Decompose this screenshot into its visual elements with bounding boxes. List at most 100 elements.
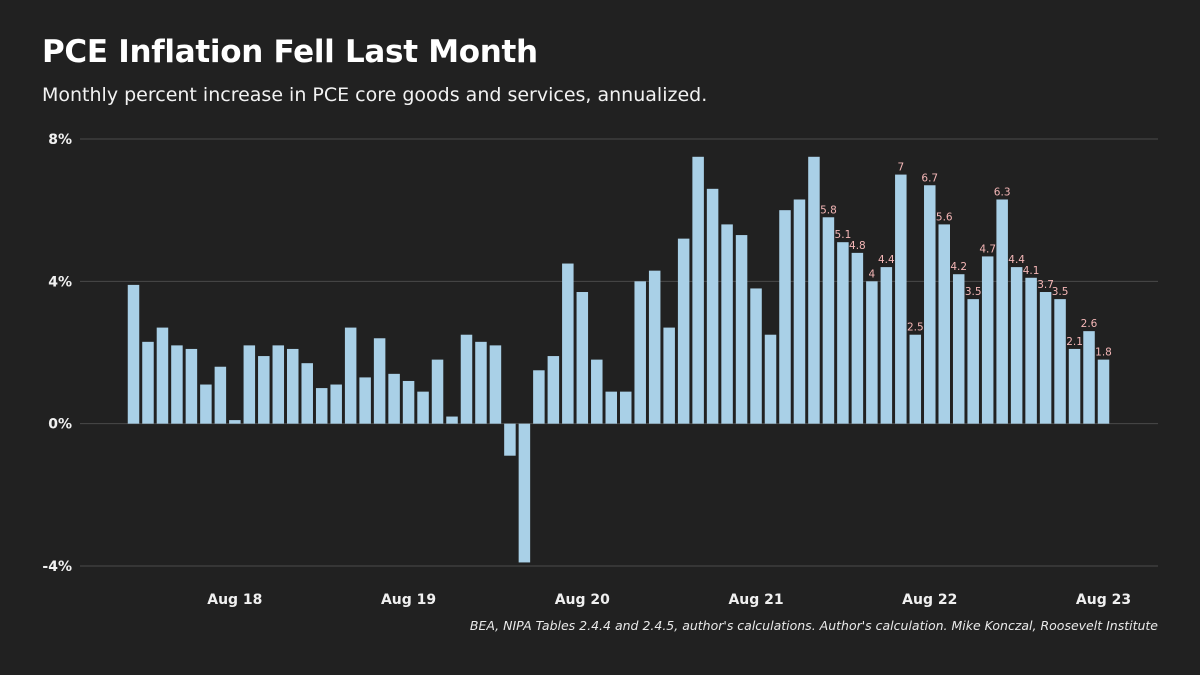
bar-nov-20 [619,391,632,424]
bar-feb-22 [837,242,849,424]
bar-sep-20 [591,359,603,424]
bar-aug-23 [1097,359,1110,424]
bar-feb-21 [663,327,675,424]
bar-apr-20 [518,423,531,563]
bar-apr-23 [1039,292,1052,424]
bar-jan-20 [475,341,487,424]
bar-mar-21 [677,238,690,424]
data-labels: 5.85.14.844.472.56.75.64.23.54.76.34.44.… [820,162,1112,359]
bar-apr-22 [866,281,878,424]
bar-apr-18 [171,345,183,424]
data-label: 3.7 [1037,279,1054,291]
bar-feb-19 [315,388,328,424]
bar-nov-18 [272,345,285,424]
data-label: 4.7 [979,243,996,255]
y-tick-label: -4% [42,559,72,575]
y-tick-label: 4% [48,274,72,290]
bar-jul-20 [562,263,574,424]
bar-jun-21 [721,224,733,424]
bar-feb-20 [489,345,502,424]
bar-jun-19 [373,338,386,424]
bar-apr-19 [344,327,357,424]
x-tick-label: Aug 19 [381,592,436,608]
bar-mar-23 [1025,277,1037,424]
source-note: BEA, NIPA Tables 2.4.4 and 2.4.5, author… [469,618,1158,633]
data-label: 7 [897,162,904,174]
bar-jan-21 [648,270,661,424]
data-label: 4.4 [1008,254,1025,266]
bar-oct-19 [431,359,444,424]
data-label: 6.3 [994,186,1011,198]
data-label: 4.8 [849,240,866,252]
bar-jul-19 [388,373,400,424]
bar-jun-20 [547,356,560,424]
bar-jul-21 [735,235,748,424]
data-label: 4.1 [1023,265,1040,277]
bar-dec-20 [634,281,646,424]
bar-aug-18 [229,420,241,424]
bar-sep-18 [243,345,256,424]
data-label: 5.1 [835,229,852,241]
chart-title: PCE Inflation Fell Last Month [42,34,538,70]
bar-may-20 [533,370,545,424]
data-label: 6.7 [921,172,938,184]
data-label: 2.6 [1081,318,1098,330]
bar-dec-21 [808,156,820,424]
data-label: 1.8 [1095,347,1112,359]
data-label: 4 [869,268,876,280]
bar-feb-23 [1010,267,1023,424]
bar-mar-20 [504,423,516,456]
bar-jan-23 [996,199,1008,424]
bar-sep-21 [764,334,777,424]
bar-dec-18 [287,348,299,424]
bar-aug-22 [924,185,936,424]
bar-may-22 [880,267,893,424]
y-tick-label: 0% [48,417,72,433]
bar-mar-18 [156,327,169,424]
x-tick-label: Aug 18 [207,592,262,608]
bar-jul-22 [909,334,922,424]
data-label: 4.4 [878,254,895,266]
data-label: 3.5 [1052,286,1069,298]
bar-may-19 [359,377,371,424]
y-tick-label: 8% [48,132,72,148]
bar-feb-18 [142,341,154,424]
bar-jul-23 [1083,331,1095,424]
bar-aug-21 [750,288,762,424]
x-axis: Aug 18 Aug 19 Aug 20 Aug 21 Aug 22 Aug 23 [207,592,1131,608]
bar-oct-22 [952,274,965,424]
x-tick-label: Aug 22 [902,592,957,608]
data-label: 5.6 [936,211,953,223]
bar-mar-19 [330,384,342,424]
bar-jul-18 [214,366,227,424]
bar-jun-18 [200,384,212,424]
bar-jun-23 [1068,348,1081,424]
bar-oct-21 [779,210,791,424]
bar-apr-21 [692,156,704,424]
bar-dec-19 [460,334,473,424]
bar-oct-18 [258,356,270,424]
bar-dec-22 [981,256,994,424]
x-tick-label: Aug 20 [555,592,610,608]
bar-aug-19 [402,380,415,424]
bar-jan-22 [822,217,835,424]
bar-nov-22 [967,299,979,424]
bar-may-21 [706,188,719,424]
data-label: 2.1 [1066,336,1083,348]
bar-mar-22 [851,252,864,424]
bar-may-23 [1054,299,1066,424]
bar-may-18 [185,348,198,424]
chart-subtitle: Monthly percent increase in PCE core goo… [42,84,708,106]
bar-nov-21 [793,199,806,424]
data-label: 3.5 [965,286,982,298]
bar-aug-20 [576,292,589,424]
y-axis: 8% 4% 0% -4% [42,132,72,575]
bar-jan-18 [127,284,140,424]
bar-jan-19 [301,363,313,424]
bar-sep-19 [417,391,429,424]
bar-sep-22 [938,224,950,424]
data-label: 5.8 [820,204,837,216]
data-label: 4.2 [950,261,967,273]
bar-oct-20 [605,391,618,424]
